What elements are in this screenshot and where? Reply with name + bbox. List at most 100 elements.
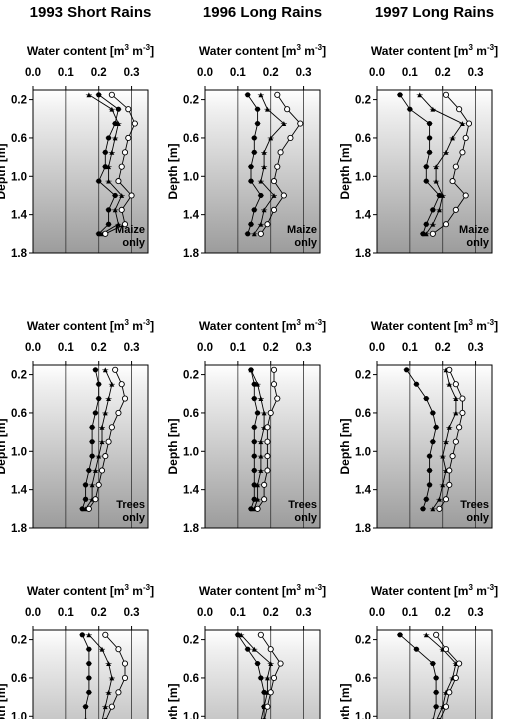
data-point (274, 163, 281, 170)
data-point (86, 646, 92, 652)
data-point (245, 646, 251, 652)
data-point (106, 396, 111, 401)
panel-label: only (466, 237, 489, 249)
data-point (270, 674, 278, 681)
data-point (99, 439, 105, 445)
data-point (79, 506, 85, 512)
data-point (423, 632, 429, 638)
x-axis-title-mid: m (301, 319, 315, 333)
y-tick-label: 1.0 (183, 446, 199, 458)
data-point (109, 381, 115, 387)
data-point (109, 106, 115, 112)
data-point (274, 91, 281, 98)
data-point (82, 496, 89, 502)
y-tick-label: 1.4 (11, 485, 28, 497)
data-point (429, 230, 436, 237)
data-point (426, 120, 433, 127)
data-point (96, 381, 102, 387)
data-point (426, 482, 433, 488)
x-axis-title-mid: m (473, 319, 487, 333)
data-point (96, 92, 102, 98)
data-point (79, 632, 85, 638)
data-point (446, 381, 452, 387)
data-point (92, 410, 99, 416)
data-point (446, 366, 453, 373)
data-point (102, 453, 109, 460)
x-axis-title-main: Water content [m (371, 44, 469, 58)
data-point (102, 367, 108, 373)
data-point (258, 453, 264, 459)
x-axis-title-end: ] (150, 44, 154, 58)
y-tick-label: 1.4 (183, 485, 200, 497)
panel: Water content [m3 m-3] 0.0 0.1 0.2 0.3 0.2 0.6… (0, 583, 154, 719)
x-tick-label: 0.0 (25, 342, 41, 354)
data-point (251, 231, 257, 237)
y-tick-label: 1.0 (183, 171, 199, 183)
plot-frame (32, 629, 149, 719)
panel-label: only (122, 237, 145, 249)
data-point (102, 410, 108, 416)
data-point (287, 134, 294, 141)
y-tick-label: 0.6 (11, 133, 27, 145)
data-point (258, 92, 264, 98)
y-tick-label: 1.8 (183, 248, 200, 260)
y-tick-label: 1.0 (11, 446, 27, 458)
data-point (423, 178, 429, 184)
data-point (106, 689, 111, 695)
x-tick-label: 0.2 (263, 607, 279, 619)
data-point (118, 381, 125, 388)
y-tick-label: 0.2 (355, 370, 371, 382)
data-point (258, 221, 264, 227)
y-tick-label: 1.0 (11, 711, 27, 719)
data-point (112, 366, 119, 373)
data-point (433, 424, 439, 430)
y-tick-label: 0.6 (183, 408, 199, 420)
data-point (86, 675, 92, 681)
data-point (102, 230, 109, 237)
plot-frame (204, 364, 321, 529)
data-point (245, 231, 251, 237)
data-point (258, 178, 264, 184)
data-point (452, 206, 459, 213)
data-point (449, 453, 456, 460)
y-tick-label: 1.0 (183, 711, 199, 719)
panel-label: only (294, 237, 317, 249)
y-tick-label: 1.0 (355, 171, 371, 183)
plot-background (205, 630, 320, 719)
x-tick-label: 0.0 (197, 67, 213, 79)
data-point (407, 106, 413, 112)
data-point (105, 135, 112, 141)
data-point (86, 92, 92, 98)
data-point (89, 424, 95, 430)
x-axis-title: Water content [m3 m-3] (27, 318, 154, 333)
x-tick-label: 0.3 (468, 67, 484, 79)
x-tick-label: 0.2 (263, 67, 279, 79)
data-point (277, 149, 284, 156)
data-point (436, 505, 443, 512)
data-point (251, 646, 257, 652)
data-point (274, 395, 281, 402)
data-point (102, 631, 109, 638)
data-point (297, 120, 304, 127)
data-point (413, 646, 420, 652)
data-point (450, 135, 455, 141)
y-tick-label: 1.4 (183, 210, 200, 222)
x-tick-label: 0.2 (435, 67, 451, 79)
data-point (423, 395, 429, 402)
x-axis-title-sup: 3 (296, 583, 301, 592)
data-point (264, 438, 271, 445)
panel: Water content [m3 m-3] 0.0 0.1 0.2 0.3 0.2 0.6… (338, 318, 498, 535)
x-tick-label: 0.3 (296, 607, 312, 619)
data-point (105, 438, 112, 445)
y-tick-label: 0.2 (11, 95, 27, 107)
x-tick-label: 0.0 (25, 67, 41, 79)
data-point (251, 135, 257, 141)
data-point (452, 438, 459, 445)
panel: Water content [m3 m-3] 0.0 0.1 0.2 0.3 0.2 0.6… (0, 43, 154, 260)
data-point (112, 135, 118, 141)
data-point (108, 424, 115, 431)
data-point (440, 482, 446, 488)
y-tick-label: 1.0 (355, 446, 371, 458)
data-point (128, 192, 135, 199)
